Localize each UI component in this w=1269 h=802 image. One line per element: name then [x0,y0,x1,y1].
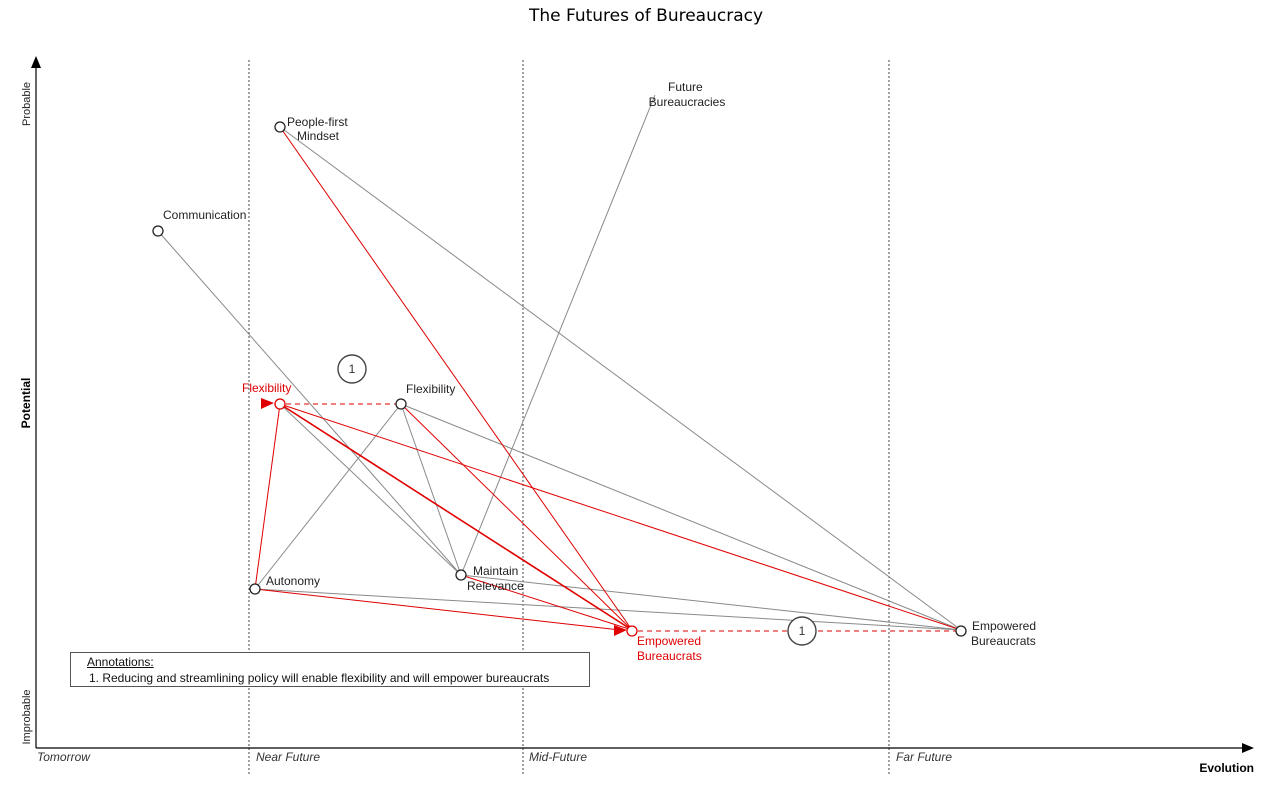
annotation-badge-1[interactable] [337,354,367,384]
edge-people-first-empowered [279,126,962,631]
node-communication[interactable] [152,225,164,237]
red-connectors [254,126,962,632]
edge-flexibility-empowered [400,403,962,631]
edge-maintain-empowered-red [460,574,633,631]
edge-flexibility-red-empowered [279,403,962,631]
era-label-mid-future: Mid-Future [529,750,587,764]
annotation-badge-2[interactable] [787,616,817,646]
edge-autonomy-flexibility-red [254,403,281,590]
node-flexibility[interactable] [395,398,407,410]
node-empowered-red[interactable] [626,625,638,637]
y-axis-top-label: Probable [21,82,33,126]
edge-people-first-empowered-red [279,126,633,631]
node-empowered[interactable] [955,625,967,637]
annotation-badge-1-label: 1 [349,362,356,376]
era-label-tomorrow: Tomorrow [37,750,91,764]
node-maintain-relevance[interactable] [455,569,467,581]
label-flexibility: Flexibility [406,382,455,396]
edge-flexibility-maintain [400,403,462,576]
diagram-title: The Futures of Bureaucracy [528,6,763,26]
label-communication: Communication [163,208,246,222]
edge-flexibility-autonomy [254,403,402,590]
x-axis-arrow-icon [1242,743,1254,753]
edge-maintain-empowered [460,574,962,631]
label-empowered: Empowered Bureaucrats [971,619,1039,648]
label-autonomy: Autonomy [266,574,320,588]
edge-communication-maintain [157,230,462,576]
edge-flexibility-red-maintain [279,403,462,576]
empowered-arrow-icon [614,625,627,636]
node-people-first[interactable] [274,121,286,133]
edge-autonomy-empowered-red [254,588,621,631]
gray-connectors [157,94,962,631]
label-future-bureaucracies: Future Bureaucracies [649,80,726,109]
x-axis-title: Evolution [1199,761,1254,775]
annotation-item-1: 1. Reducing and streamlining policy will… [89,671,550,685]
annotation-badge-2-label: 1 [799,624,806,638]
label-maintain-relevance: Maintain Relevance [467,564,524,593]
edge-autonomy-empowered [254,588,962,631]
annotations-box: Annotations: 1. Reducing and streamlinin… [70,652,590,687]
era-label-near-future: Near Future [256,750,320,764]
y-axis-title: Potential [19,378,33,429]
edge-future-bureaucracies-maintain [460,94,656,576]
label-flexibility-red: Flexibility [242,381,291,395]
edge-flexibility-red-empowered-red [279,403,633,631]
annotations-heading: Annotations: [87,655,154,669]
edge-flexibility-empowered-red [400,403,633,631]
node-flexibility-red[interactable] [274,398,286,410]
flexibility-arrow-icon [261,398,274,409]
label-empowered-red: Empowered Bureaucrats [637,634,704,663]
node-autonomy[interactable] [249,583,261,595]
era-label-far-future: Far Future [896,750,952,764]
label-people-first: People-first Mindset [287,115,351,143]
y-axis-bottom-label: Improbable [21,689,33,744]
y-axis-arrow-icon [31,56,41,68]
